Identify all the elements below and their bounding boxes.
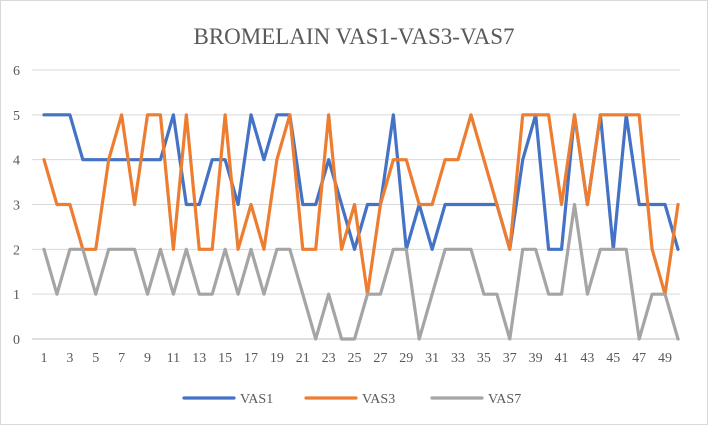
series-lines [42,113,680,341]
y-tick-label: 5 [13,109,20,124]
x-tick-label: 23 [322,351,336,366]
x-tick-label: 27 [373,351,387,366]
series-line-vas3 [42,113,680,296]
x-tick-label: 9 [144,351,151,366]
x-tick-label: 37 [503,351,517,366]
x-axis-ticks: 1 3 5 7 9 11 13 15 17 19 21 23 25 27 29 31 33 35 37 39 41 43 4… [41,351,673,366]
legend: VAS1 VAS3 VAS7 [182,392,521,407]
legend-label-vas3: VAS3 [362,392,395,407]
x-tick-label: 41 [555,351,569,366]
x-tick-label: 7 [118,351,125,366]
chart-title: BROMELAIN VAS1-VAS3-VAS7 [193,24,514,49]
series-line-vas7 [42,202,680,341]
x-tick-label: 45 [606,351,620,366]
x-tick-label: 21 [296,351,310,366]
x-tick-label: 29 [399,351,413,366]
x-tick-label: 35 [477,351,491,366]
legend-label-vas7: VAS7 [488,392,521,407]
x-tick-label: 49 [658,351,672,366]
y-tick-label: 0 [13,333,20,348]
y-tick-label: 1 [13,288,20,303]
y-tick-label: 2 [13,243,20,258]
x-tick-label: 39 [529,351,543,366]
x-tick-label: 1 [41,351,48,366]
x-tick-label: 17 [244,351,258,366]
x-tick-label: 3 [66,351,73,366]
x-tick-label: 47 [632,351,646,366]
x-tick-label: 25 [348,351,362,366]
x-tick-label: 19 [270,351,284,366]
x-tick-label: 13 [192,351,206,366]
x-tick-label: 31 [425,351,439,366]
x-tick-label: 11 [167,351,180,366]
y-axis-ticks: 0 1 2 3 4 5 6 [13,64,20,348]
y-tick-label: 3 [13,199,20,214]
x-tick-label: 33 [451,351,465,366]
x-tick-label: 43 [580,351,594,366]
y-tick-label: 4 [13,154,20,169]
y-tick-label: 6 [13,64,20,79]
x-tick-label: 5 [92,351,99,366]
x-tick-label: 15 [218,351,232,366]
legend-label-vas1: VAS1 [240,392,273,407]
